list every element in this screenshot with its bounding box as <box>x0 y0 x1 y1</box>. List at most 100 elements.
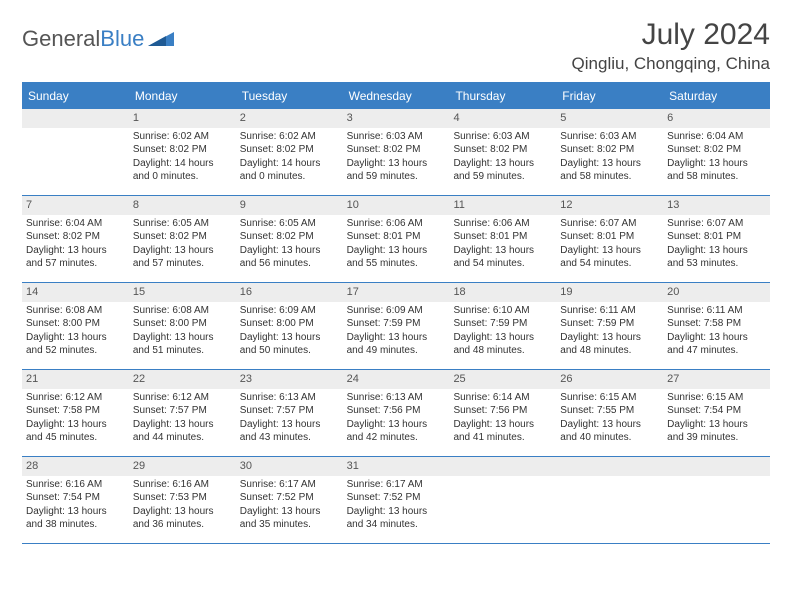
day-content: Sunrise: 6:06 AMSunset: 8:01 PMDaylight:… <box>449 215 556 275</box>
day-line: Daylight: 13 hours <box>453 331 552 345</box>
day-line: and 43 minutes. <box>240 431 339 445</box>
day-cell: 28Sunrise: 6:16 AMSunset: 7:54 PMDayligh… <box>22 457 129 543</box>
day-line: and 57 minutes. <box>26 257 125 271</box>
day-line: and 56 minutes. <box>240 257 339 271</box>
day-content: Sunrise: 6:03 AMSunset: 8:02 PMDaylight:… <box>556 128 663 188</box>
day-line: and 50 minutes. <box>240 344 339 358</box>
day-line: and 40 minutes. <box>560 431 659 445</box>
day-cell: 14Sunrise: 6:08 AMSunset: 8:00 PMDayligh… <box>22 283 129 369</box>
day-cell: 5Sunrise: 6:03 AMSunset: 8:02 PMDaylight… <box>556 109 663 195</box>
calendar: SundayMondayTuesdayWednesdayThursdayFrid… <box>22 82 770 544</box>
day-line: Daylight: 13 hours <box>560 331 659 345</box>
day-cell: 11Sunrise: 6:06 AMSunset: 8:01 PMDayligh… <box>449 196 556 282</box>
day-line: Sunrise: 6:02 AM <box>240 130 339 144</box>
day-line: Sunset: 8:01 PM <box>347 230 446 244</box>
day-line: Sunrise: 6:05 AM <box>240 217 339 231</box>
day-cell <box>449 457 556 543</box>
day-number: 6 <box>663 109 770 128</box>
day-line: Sunset: 8:02 PM <box>133 143 232 157</box>
day-cell: 2Sunrise: 6:02 AMSunset: 8:02 PMDaylight… <box>236 109 343 195</box>
day-line: Daylight: 13 hours <box>560 418 659 432</box>
day-line: and 0 minutes. <box>133 170 232 184</box>
weekday-saturday: Saturday <box>663 84 770 109</box>
weekday-wednesday: Wednesday <box>343 84 450 109</box>
day-line: Sunrise: 6:14 AM <box>453 391 552 405</box>
day-line: Sunrise: 6:08 AM <box>133 304 232 318</box>
day-number-empty <box>663 457 770 476</box>
day-cell: 25Sunrise: 6:14 AMSunset: 7:56 PMDayligh… <box>449 370 556 456</box>
day-cell: 30Sunrise: 6:17 AMSunset: 7:52 PMDayligh… <box>236 457 343 543</box>
day-cell: 6Sunrise: 6:04 AMSunset: 8:02 PMDaylight… <box>663 109 770 195</box>
day-line: Daylight: 13 hours <box>347 418 446 432</box>
day-content: Sunrise: 6:06 AMSunset: 8:01 PMDaylight:… <box>343 215 450 275</box>
day-number: 18 <box>449 283 556 302</box>
week-row: 28Sunrise: 6:16 AMSunset: 7:54 PMDayligh… <box>22 457 770 544</box>
day-number: 8 <box>129 196 236 215</box>
day-line: Daylight: 13 hours <box>133 244 232 258</box>
day-line: Sunset: 8:02 PM <box>560 143 659 157</box>
day-line: and 48 minutes. <box>560 344 659 358</box>
day-line: Daylight: 13 hours <box>26 331 125 345</box>
day-line: Sunset: 7:55 PM <box>560 404 659 418</box>
day-line: and 59 minutes. <box>347 170 446 184</box>
day-line: Daylight: 13 hours <box>133 418 232 432</box>
day-content: Sunrise: 6:12 AMSunset: 7:58 PMDaylight:… <box>22 389 129 449</box>
day-content: Sunrise: 6:11 AMSunset: 7:58 PMDaylight:… <box>663 302 770 362</box>
day-line: Daylight: 13 hours <box>453 244 552 258</box>
day-line: Sunrise: 6:12 AM <box>133 391 232 405</box>
day-content: Sunrise: 6:02 AMSunset: 8:02 PMDaylight:… <box>129 128 236 188</box>
day-content: Sunrise: 6:17 AMSunset: 7:52 PMDaylight:… <box>236 476 343 536</box>
day-number: 17 <box>343 283 450 302</box>
day-cell: 10Sunrise: 6:06 AMSunset: 8:01 PMDayligh… <box>343 196 450 282</box>
day-line: and 58 minutes. <box>560 170 659 184</box>
day-content: Sunrise: 6:02 AMSunset: 8:02 PMDaylight:… <box>236 128 343 188</box>
day-cell <box>22 109 129 195</box>
page-title: July 2024 <box>572 18 770 52</box>
day-content: Sunrise: 6:10 AMSunset: 7:59 PMDaylight:… <box>449 302 556 362</box>
day-number: 27 <box>663 370 770 389</box>
day-content: Sunrise: 6:03 AMSunset: 8:02 PMDaylight:… <box>449 128 556 188</box>
title-block: July 2024 Qingliu, Chongqing, China <box>572 18 770 74</box>
day-content: Sunrise: 6:17 AMSunset: 7:52 PMDaylight:… <box>343 476 450 536</box>
day-line: and 59 minutes. <box>453 170 552 184</box>
location-label: Qingliu, Chongqing, China <box>572 54 770 74</box>
day-line: Daylight: 13 hours <box>133 505 232 519</box>
day-line: Sunset: 8:02 PM <box>26 230 125 244</box>
day-cell: 19Sunrise: 6:11 AMSunset: 7:59 PMDayligh… <box>556 283 663 369</box>
day-line: and 47 minutes. <box>667 344 766 358</box>
day-cell: 9Sunrise: 6:05 AMSunset: 8:02 PMDaylight… <box>236 196 343 282</box>
day-line: Sunrise: 6:03 AM <box>453 130 552 144</box>
day-line: Daylight: 13 hours <box>453 418 552 432</box>
day-line: Daylight: 13 hours <box>560 244 659 258</box>
day-line: Sunset: 7:56 PM <box>453 404 552 418</box>
day-number: 3 <box>343 109 450 128</box>
day-number-empty <box>22 109 129 128</box>
day-line: Sunrise: 6:11 AM <box>667 304 766 318</box>
day-line: Daylight: 13 hours <box>667 418 766 432</box>
day-line: Sunrise: 6:08 AM <box>26 304 125 318</box>
day-line: Daylight: 13 hours <box>240 418 339 432</box>
day-line: Sunset: 8:00 PM <box>133 317 232 331</box>
day-content: Sunrise: 6:16 AMSunset: 7:53 PMDaylight:… <box>129 476 236 536</box>
day-line: Sunset: 7:56 PM <box>347 404 446 418</box>
day-content: Sunrise: 6:12 AMSunset: 7:57 PMDaylight:… <box>129 389 236 449</box>
logo-prefix: General <box>22 26 100 52</box>
day-line: Sunrise: 6:15 AM <box>667 391 766 405</box>
day-line: Sunset: 7:54 PM <box>667 404 766 418</box>
day-cell: 8Sunrise: 6:05 AMSunset: 8:02 PMDaylight… <box>129 196 236 282</box>
day-cell: 17Sunrise: 6:09 AMSunset: 7:59 PMDayligh… <box>343 283 450 369</box>
day-line: Daylight: 13 hours <box>26 505 125 519</box>
day-line: and 49 minutes. <box>347 344 446 358</box>
day-cell: 13Sunrise: 6:07 AMSunset: 8:01 PMDayligh… <box>663 196 770 282</box>
day-cell: 20Sunrise: 6:11 AMSunset: 7:58 PMDayligh… <box>663 283 770 369</box>
day-line: Sunrise: 6:09 AM <box>347 304 446 318</box>
day-line: Daylight: 13 hours <box>560 157 659 171</box>
day-line: Sunrise: 6:06 AM <box>347 217 446 231</box>
day-line: Daylight: 13 hours <box>667 157 766 171</box>
day-number: 1 <box>129 109 236 128</box>
day-content: Sunrise: 6:09 AMSunset: 8:00 PMDaylight:… <box>236 302 343 362</box>
day-number: 31 <box>343 457 450 476</box>
day-line: Sunrise: 6:04 AM <box>26 217 125 231</box>
day-line: Sunrise: 6:13 AM <box>347 391 446 405</box>
day-line: Sunset: 7:53 PM <box>133 491 232 505</box>
